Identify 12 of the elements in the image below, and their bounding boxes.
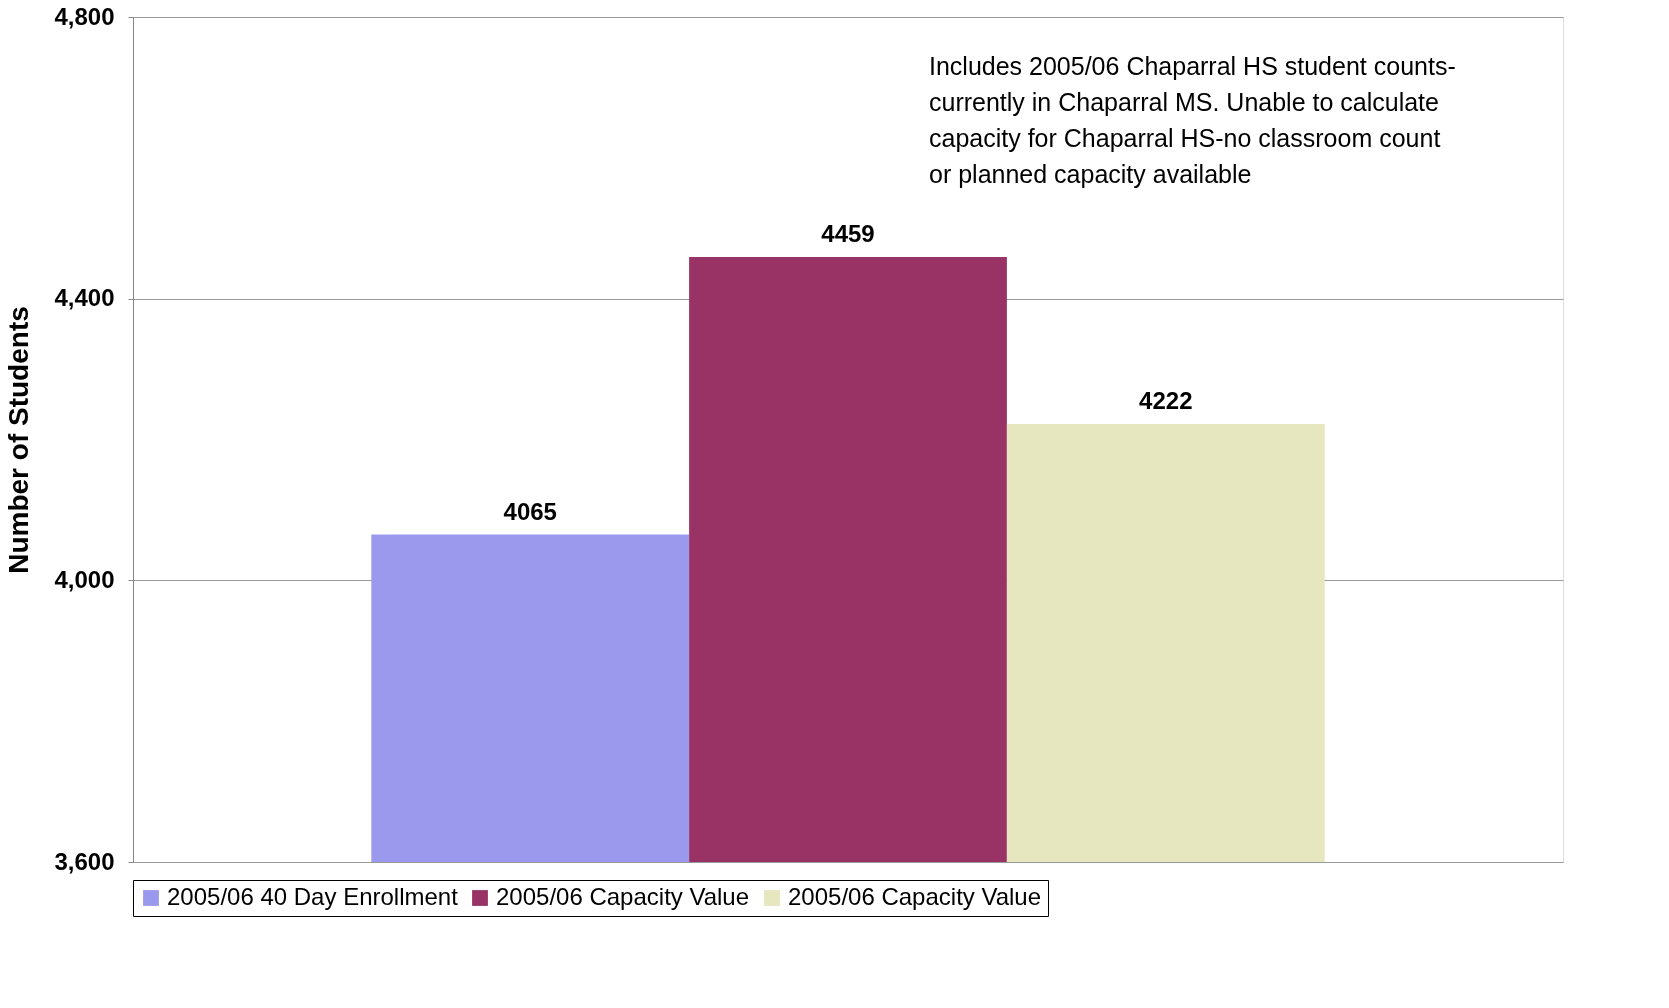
legend-label: 2005/06 40 Day Enrollment [167, 883, 459, 910]
legend-label: 2005/06 Capacity Value [496, 883, 750, 910]
annotation: Includes 2005/06 Chaparral HS student counts-currently in Chaparral MS. Unable to calculate capacity for Chaparral HS-no classroom count or planned capacity available [929, 52, 1456, 188]
y-tick-label: 4,800 [54, 2, 115, 30]
legend-label: 2005/06 Capacity Value [788, 883, 1042, 910]
y-tick-label: 4,000 [54, 565, 115, 593]
y-tick-label: 3,600 [54, 847, 115, 875]
y-axis-title: Number of Students [3, 306, 35, 574]
data-label: 4222 [1139, 387, 1193, 415]
y-tick-label: 4,400 [54, 284, 115, 312]
data-label: 4459 [821, 220, 875, 248]
data-label: 4065 [503, 497, 557, 525]
